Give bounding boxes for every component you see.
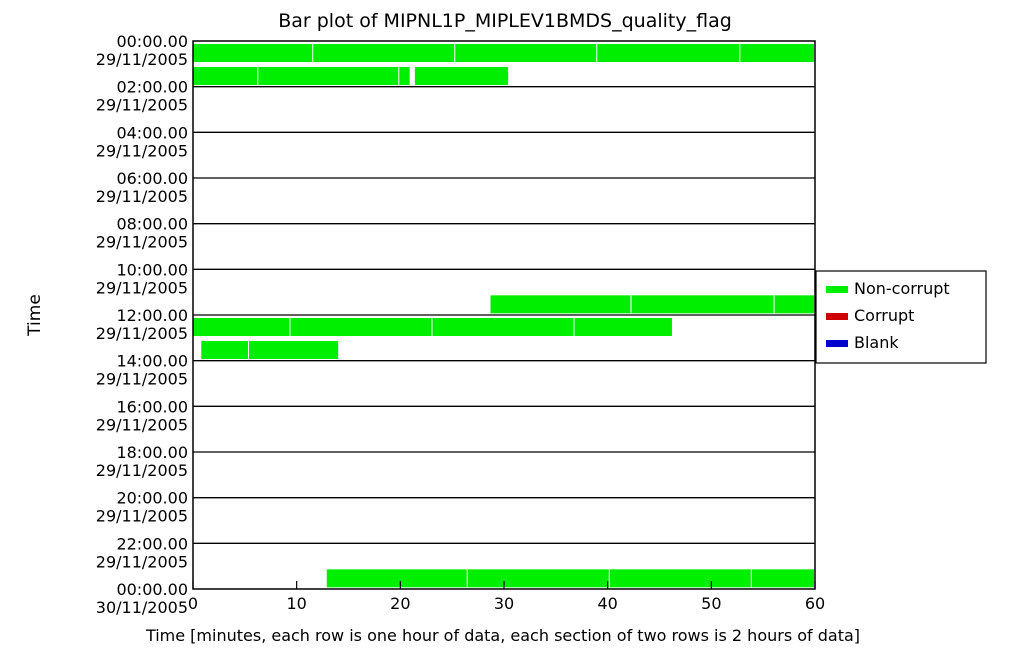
legend: Non-corrupt Corrupt Blank [815, 270, 987, 364]
bar-segment [574, 318, 672, 336]
bar-segment [290, 318, 432, 336]
bar-segment [467, 569, 609, 588]
legend-label: Non-corrupt [854, 279, 950, 298]
y-tick-time-label: 12:00.00 [116, 306, 188, 325]
y-tick-date-label: 29/11/2005 [96, 370, 188, 389]
x-tick-label: 30 [494, 594, 514, 613]
bar-segment [740, 44, 814, 62]
x-tick-label: 20 [390, 594, 410, 613]
bar-segment [193, 44, 313, 62]
legend-label: Corrupt [854, 306, 914, 325]
bar-segment [193, 67, 258, 85]
y-tick-date-label: 29/11/2005 [96, 96, 188, 115]
y-tick-time-label: 20:00.00 [116, 489, 188, 508]
bar-segment [326, 569, 467, 588]
y-tick-time-label: 22:00.00 [116, 534, 188, 553]
x-axis-ticks: 0 10 20 30 40 50 60 [188, 581, 825, 613]
bar-segment [248, 341, 339, 359]
y-axis-label: Time [25, 294, 45, 337]
y-tick-date-label: 29/11/2005 [96, 324, 188, 343]
bar-segment [597, 44, 740, 62]
y-tick-time-label: 04:00.00 [116, 123, 188, 142]
bar-segment [313, 44, 455, 62]
y-tick-date-label: 29/11/2005 [96, 552, 188, 571]
y-tick-date-label: 29/11/2005 [96, 461, 188, 480]
y-tick-date-label: 29/11/2005 [96, 415, 188, 434]
x-tick-label: 40 [597, 594, 617, 613]
y-tick-time-label: 18:00.00 [116, 443, 188, 462]
y-tick-time-label: 00:00.00 [116, 32, 188, 51]
y-tick-time-label: 06:00.00 [116, 169, 188, 188]
bar-segment [414, 67, 509, 85]
y-tick-time-label: 02:00.00 [116, 78, 188, 97]
y-axis-tick-labels: 00:00.0029/11/200502:00.0029/11/200504:0… [96, 32, 188, 617]
bar-segment [258, 67, 399, 85]
x-axis-label: Time [minutes, each row is one hour of d… [145, 626, 860, 645]
y-tick-date-label: 29/11/2005 [96, 278, 188, 297]
bar-segment [455, 44, 597, 62]
y-tick-date-label: 29/11/2005 [96, 50, 188, 69]
y-tick-time-label: 08:00.00 [116, 215, 188, 234]
bar-segments [193, 44, 814, 588]
y-tick-time-label: 00:00.00 [116, 580, 188, 599]
y-tick-time-label: 16:00.00 [116, 397, 188, 416]
bar-segment [774, 295, 814, 314]
bar-segment [631, 295, 774, 314]
x-tick-label: 60 [805, 594, 825, 613]
y-tick-date-label: 30/11/2005 [96, 598, 188, 617]
y-tick-date-label: 29/11/2005 [96, 507, 188, 526]
bar-segment [490, 295, 631, 314]
section-dividers [193, 86, 815, 544]
legend-swatch [826, 313, 848, 320]
x-tick-label: 10 [286, 594, 306, 613]
bar-segment [432, 318, 574, 336]
y-tick-date-label: 29/11/2005 [96, 187, 188, 206]
legend-label: Blank [854, 333, 899, 352]
legend-swatch [826, 286, 848, 293]
legend-swatch [826, 340, 848, 347]
chart-title: Bar plot of MIPNL1P_MIPLEV1BMDS_quality_… [278, 10, 732, 32]
bar-segment [751, 569, 814, 588]
bar-segment [609, 569, 751, 588]
y-tick-time-label: 14:00.00 [116, 352, 188, 371]
x-tick-label: 0 [188, 594, 198, 613]
bar-segment [201, 341, 248, 359]
y-tick-date-label: 29/11/2005 [96, 233, 188, 252]
y-tick-time-label: 10:00.00 [116, 260, 188, 279]
x-tick-label: 50 [701, 594, 721, 613]
y-tick-date-label: 29/11/2005 [96, 141, 188, 160]
bar-segment [399, 67, 410, 85]
bar-segment [193, 318, 290, 336]
